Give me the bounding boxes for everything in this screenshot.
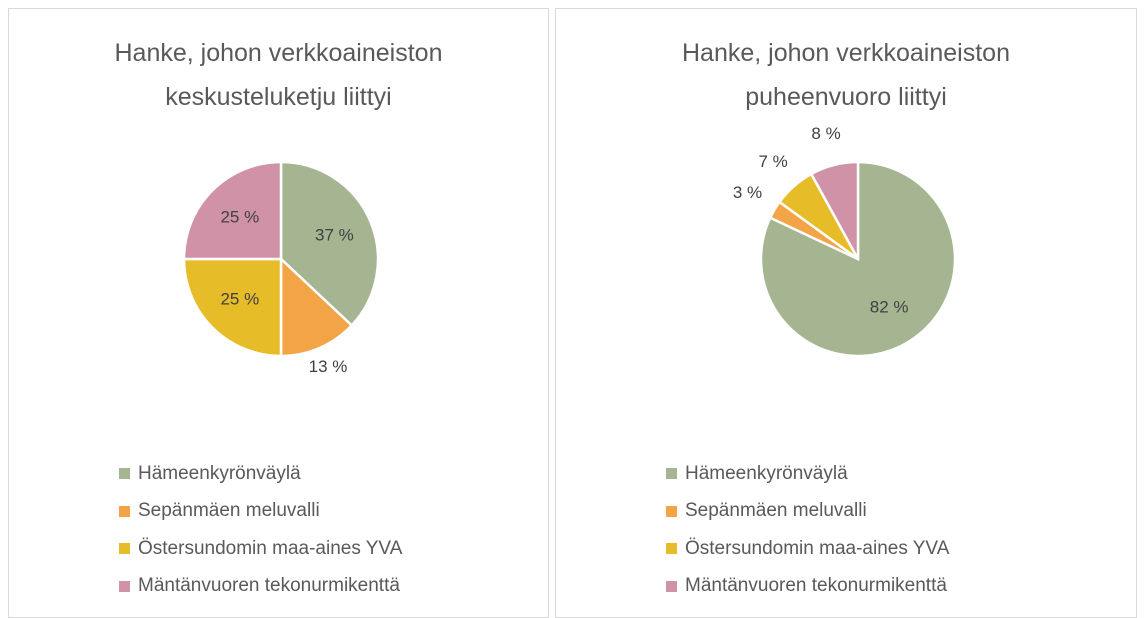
chart-panel: Hanke, johon verkkoaineiston puheenvuoro… xyxy=(555,8,1137,618)
legend-swatch xyxy=(666,468,677,480)
legend-label: Östersundomin maa-aines YVA xyxy=(685,537,950,559)
legend-label: Mäntänvuoren tekonurmikenttä xyxy=(685,575,947,597)
legend-swatch xyxy=(666,580,677,592)
legend-item: Östersundomin maa-aines YVA xyxy=(666,530,949,568)
data-label: 3 % xyxy=(733,183,762,202)
legend: Hämeenkyrönväylä Sepänmäen meluvalli Öster… xyxy=(666,455,949,605)
legend-item: Sepänmäen meluvalli xyxy=(666,493,949,531)
legend-swatch xyxy=(666,543,677,555)
pie-area: 37 % 13 % 25 % 25 % xyxy=(182,160,380,376)
page: Hanke, johon verkkoaineiston keskusteluk… xyxy=(8,8,1137,618)
pie-slice xyxy=(182,160,283,261)
legend-swatch xyxy=(119,580,130,592)
legend-swatch xyxy=(119,505,130,517)
legend-label: Sepänmäen meluvalli xyxy=(138,500,320,522)
legend-swatch xyxy=(666,505,677,517)
chart-panel: Hanke, johon verkkoaineiston keskusteluk… xyxy=(8,8,549,618)
data-label: 37 % xyxy=(315,225,354,244)
data-label: 82 % xyxy=(870,298,909,317)
pie-slice xyxy=(182,257,283,358)
legend-item: Hämeenkyrönväylä xyxy=(119,455,402,493)
legend-swatch xyxy=(119,543,130,555)
legend-label: Sepänmäen meluvalli xyxy=(685,500,867,522)
legend: Hämeenkyrönväylä Sepänmäen meluvalli Öster… xyxy=(119,455,402,605)
data-label: 25 % xyxy=(220,207,259,226)
pie-slice xyxy=(279,256,354,358)
legend-item: Sepänmäen meluvalli xyxy=(119,493,402,531)
legend-label: Hämeenkyrönväylä xyxy=(138,462,301,484)
pie-area: 82 % 3 % 7 % 8 % xyxy=(733,124,957,358)
legend-item: Östersundomin maa-aines YVA xyxy=(119,530,402,568)
data-label: 7 % xyxy=(758,152,787,171)
legend-label: Mäntänvuoren tekonurmikenttä xyxy=(138,575,400,597)
legend-item: Mäntänvuoren tekonurmikenttä xyxy=(666,568,949,606)
legend-swatch xyxy=(119,468,130,480)
data-label: 25 % xyxy=(220,290,259,309)
legend-item: Hämeenkyrönväylä xyxy=(666,455,949,493)
data-label: 8 % xyxy=(811,124,840,143)
data-label: 13 % xyxy=(309,357,348,376)
chart-title: Hanke, johon verkkoaineiston keskusteluk… xyxy=(114,39,443,111)
legend-label: Hämeenkyrönväylä xyxy=(685,462,848,484)
legend-label: Östersundomin maa-aines YVA xyxy=(138,537,403,559)
legend-item: Mäntänvuoren tekonurmikenttä xyxy=(119,568,402,606)
chart-title: Hanke, johon verkkoaineiston puheenvuoro… xyxy=(682,39,1010,111)
pie-slice xyxy=(279,160,380,328)
pie-slice xyxy=(809,160,860,260)
